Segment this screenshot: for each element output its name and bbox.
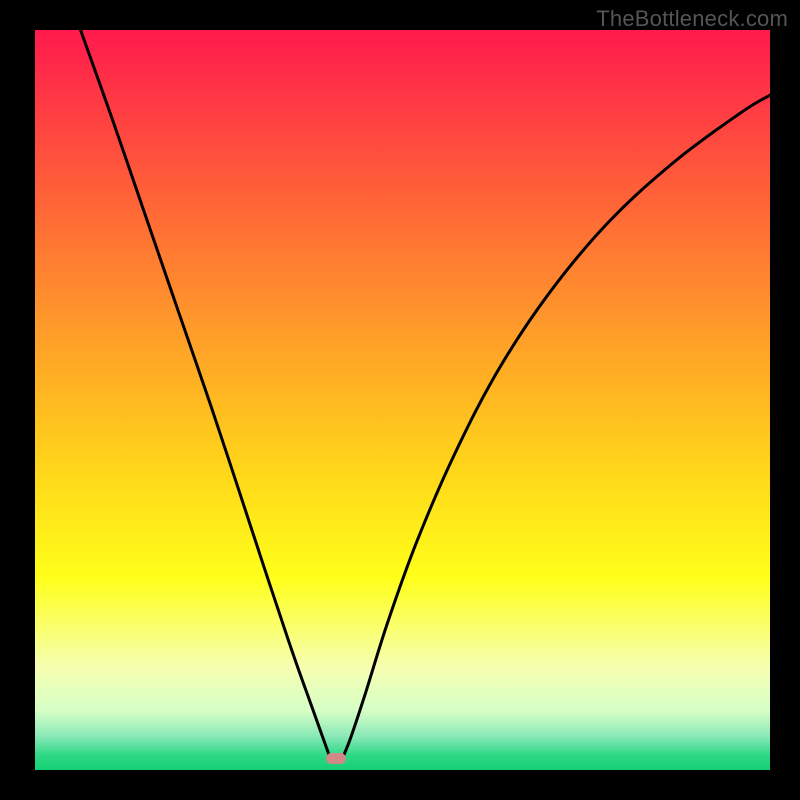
watermark-text: TheBottleneck.com <box>596 6 788 32</box>
curve-right-branch <box>342 95 770 759</box>
bottleneck-chart <box>35 30 770 770</box>
minimum-marker <box>326 753 346 764</box>
curve-left-branch <box>81 30 331 759</box>
bottleneck-curve <box>35 30 770 770</box>
